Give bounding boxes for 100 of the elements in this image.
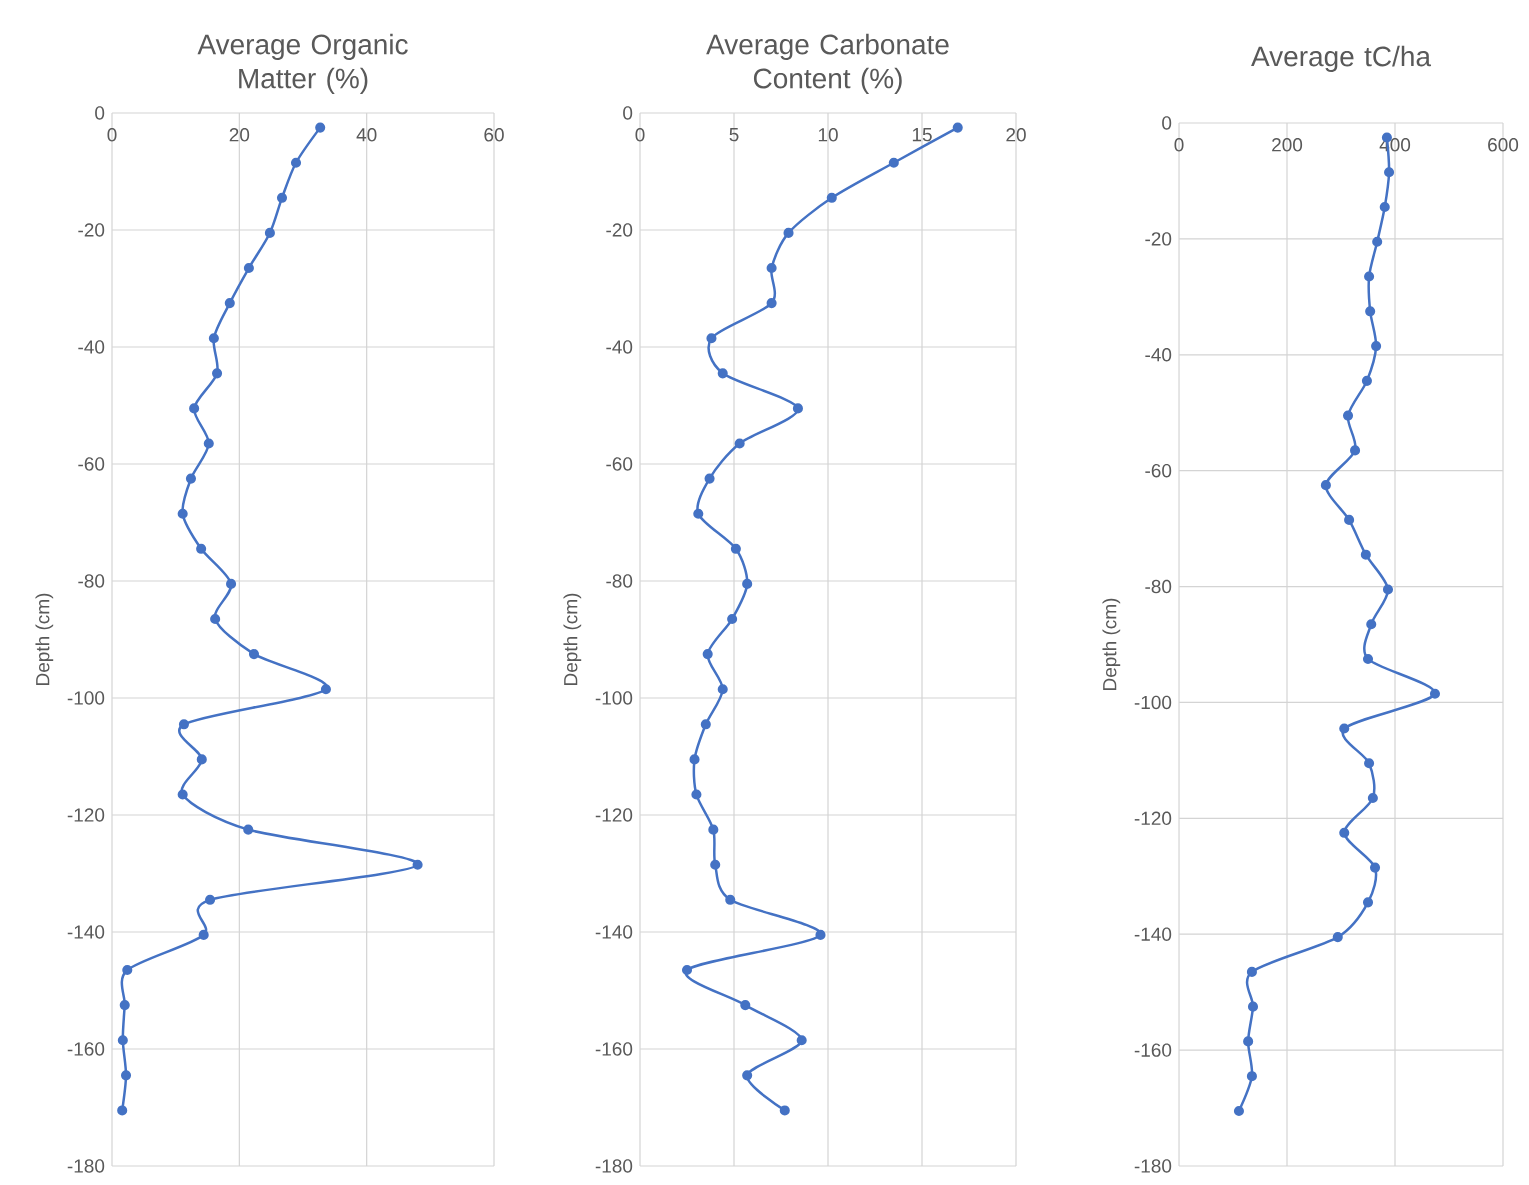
chart-title: Average Organic Matter (%): [197, 33, 408, 94]
point: [196, 543, 207, 554]
point: [779, 1105, 790, 1116]
point: [725, 894, 736, 905]
y-tick-label: -40: [78, 340, 105, 354]
point: [243, 262, 254, 274]
point: [224, 298, 235, 309]
x-tick-label: 20: [229, 128, 250, 142]
y-tick-label: -120: [67, 808, 105, 822]
point: [1365, 306, 1376, 317]
y-tick-label: -100: [595, 691, 633, 705]
point: [1367, 793, 1378, 804]
point: [1364, 271, 1375, 282]
point: [691, 789, 702, 800]
point: [717, 684, 728, 695]
point: [704, 473, 715, 484]
point: [1243, 1036, 1254, 1047]
point: [730, 543, 741, 554]
x-tick-label: 0: [635, 128, 645, 142]
x-tick-label: 15: [912, 128, 932, 142]
point: [689, 754, 700, 765]
point: [212, 368, 223, 379]
y-tick-label: 0: [1162, 116, 1172, 130]
point: [717, 368, 728, 379]
point: [1247, 1001, 1259, 1012]
point: [248, 649, 260, 660]
y-tick-label: -160: [595, 1042, 633, 1056]
chart-title: Average tC/ha: [1251, 45, 1432, 72]
point: [815, 929, 826, 940]
y-tick-label: -120: [595, 808, 633, 822]
point: [189, 403, 200, 414]
y-tick-label: -160: [1134, 1043, 1172, 1057]
y-axis-title: Depth (cm): [563, 593, 582, 685]
point: [693, 508, 704, 519]
point: [185, 473, 196, 484]
x-tick-label: 600: [1488, 138, 1519, 152]
point: [226, 578, 237, 589]
point: [700, 719, 711, 730]
point: [196, 754, 207, 765]
point: [1320, 480, 1331, 491]
y-tick-label: -80: [606, 574, 633, 588]
point: [766, 262, 777, 274]
y-tick-label: -100: [67, 691, 105, 705]
point: [178, 719, 189, 730]
point: [320, 684, 331, 695]
point: [792, 403, 803, 414]
x-tick-label: 200: [1272, 138, 1303, 152]
chart-title: Average Carbonate Content (%): [706, 33, 949, 94]
point: [1332, 932, 1343, 943]
y-tick-label: -180: [1134, 1159, 1172, 1173]
point: [1344, 514, 1355, 525]
point: [1350, 445, 1361, 456]
x-tick-label: 40: [356, 128, 377, 142]
point: [1339, 723, 1350, 734]
point: [315, 122, 326, 133]
point: [290, 157, 302, 168]
x-tick-label: 60: [484, 128, 504, 142]
point: [1362, 897, 1374, 908]
point: [264, 227, 275, 238]
point: [120, 1070, 132, 1081]
point: [208, 333, 219, 344]
y-tick-label: -140: [595, 925, 633, 939]
point: [205, 894, 216, 905]
point: [734, 438, 745, 449]
point: [1369, 862, 1381, 873]
y-tick-label: -180: [67, 1159, 105, 1173]
point: [117, 1035, 128, 1046]
y-tick-label: -100: [1134, 695, 1172, 710]
point: [1246, 966, 1257, 977]
point: [276, 192, 288, 203]
point: [888, 157, 899, 168]
point: [740, 1000, 751, 1011]
x-tick-label: 10: [818, 128, 838, 142]
x-tick-label: 0: [1174, 138, 1184, 152]
y-tick-label: -60: [1145, 463, 1172, 478]
point: [681, 964, 693, 976]
point: [952, 122, 963, 133]
point: [1342, 410, 1354, 421]
point: [702, 649, 713, 660]
y-tick-label: -40: [1145, 348, 1172, 362]
point: [243, 824, 254, 835]
point: [1364, 758, 1375, 769]
point: [1339, 827, 1350, 838]
point: [710, 859, 721, 870]
y-tick-label: -120: [1134, 811, 1172, 826]
point: [742, 1070, 753, 1081]
point: [706, 333, 717, 344]
point: [1362, 653, 1374, 665]
point: [727, 613, 738, 625]
point: [117, 1105, 128, 1116]
point: [1366, 619, 1377, 630]
y-tick-label: -20: [78, 223, 105, 237]
y-tick-label: -60: [78, 457, 105, 471]
y-tick-label: -160: [67, 1042, 105, 1056]
point: [203, 438, 214, 449]
point: [1233, 1105, 1244, 1116]
point: [826, 192, 837, 203]
point: [1384, 167, 1395, 178]
point: [1371, 341, 1382, 352]
y-tick-label: 0: [95, 106, 105, 120]
